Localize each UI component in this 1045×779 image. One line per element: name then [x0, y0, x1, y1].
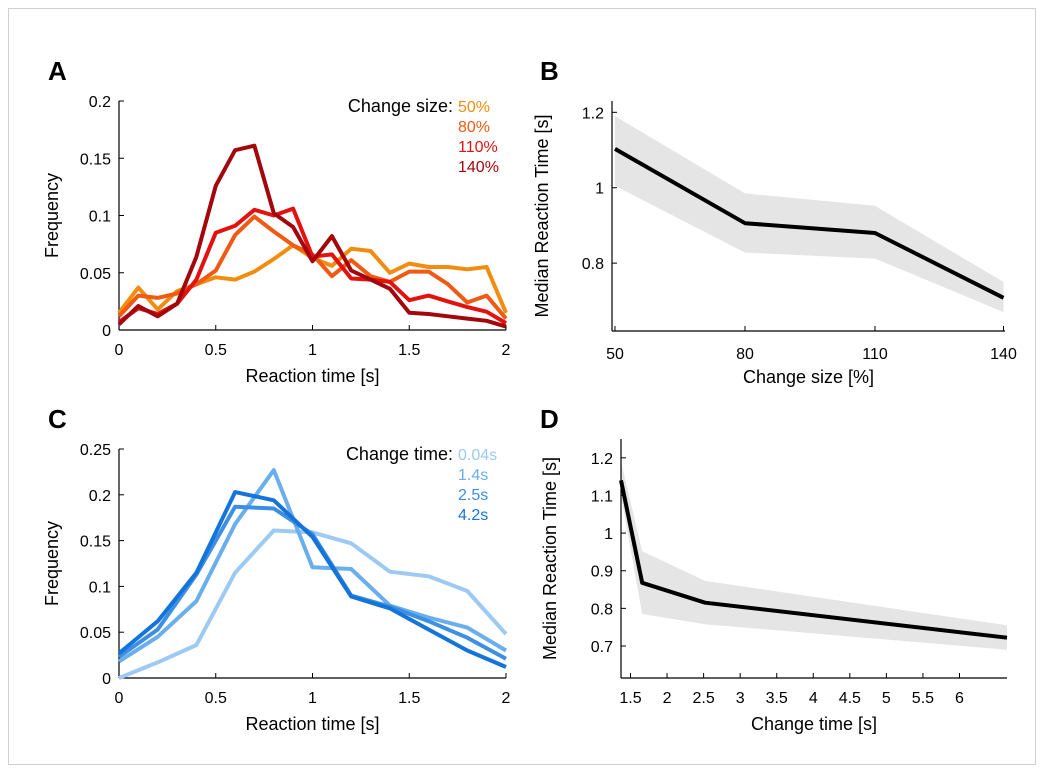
- legend-title: Change size:: [348, 96, 453, 116]
- x-axis-label: Reaction time [s]: [245, 714, 379, 734]
- y-tick-label: 0: [102, 323, 111, 340]
- legend-entry: 50%: [458, 99, 490, 116]
- x-tick-label: 0.5: [205, 690, 227, 707]
- legend-entry: 80%: [458, 119, 490, 136]
- x-tick-label: 5: [882, 690, 891, 707]
- y-tick-label: 1: [595, 181, 604, 198]
- x-tick-label: 0: [115, 690, 124, 707]
- panel-d: D 0.7 0.8 0.9 1 1.1 1.2 1.5 2 2.5 3 3.5 4 4.5 5 5.5 6 Cha…: [540, 404, 1008, 734]
- y-tick-label: 1.2: [582, 105, 604, 122]
- x-tick-label: 140: [990, 346, 1017, 363]
- y-tick-label: 0.1: [89, 579, 111, 596]
- y-tick-label: 0.9: [591, 564, 613, 581]
- panel-letter-d: D: [540, 404, 559, 434]
- series-line-110: [117, 206, 508, 325]
- panel-c: C 0 0.05 0.1 0.15 0.2 0.25 0 0.5 1 1.5 2 Reaction ti…: [42, 404, 511, 734]
- y-axis-label: Frequency: [42, 173, 62, 258]
- x-tick-label: 2: [502, 690, 511, 707]
- x-tick-label: 80: [736, 346, 754, 363]
- x-axis-label: Change size [%]: [743, 367, 874, 387]
- legend-entry: 4.2s: [458, 507, 488, 524]
- x-tick-label: 2.5: [692, 690, 714, 707]
- x-tick-label: 3.5: [766, 690, 788, 707]
- x-tick-label: 0: [115, 342, 124, 359]
- x-axis-label: Reaction time [s]: [245, 366, 379, 386]
- series-line-1.4s: [117, 468, 508, 664]
- y-tick-label: 0.25: [80, 442, 111, 459]
- y-axis-label: Median Reaction Time [s]: [532, 114, 552, 317]
- series-line: [614, 147, 1005, 300]
- y-tick-label: 0.8: [582, 256, 604, 273]
- panel-letter-c: C: [48, 404, 67, 434]
- legend-entry: 110%: [458, 139, 498, 156]
- x-tick-label: 6: [955, 690, 964, 707]
- y-tick-label: 1.2: [591, 451, 613, 468]
- x-tick-label: 110: [862, 346, 888, 363]
- x-axis-label: Change time [s]: [751, 714, 877, 734]
- y-tick-label: 0.8: [591, 601, 613, 618]
- y-tick-label: 0.05: [80, 625, 111, 642]
- panel-letter-b: B: [540, 56, 559, 86]
- x-tick-label: 1.5: [619, 690, 641, 707]
- panel-a: A 0 0.05 0.1 0.15 0.2 0 0.5 1 1.5 2 Reaction time […: [42, 56, 511, 386]
- x-tick-label: 1: [308, 690, 317, 707]
- y-tick-label: 1.1: [591, 488, 613, 505]
- figure-frame: [8, 8, 1036, 765]
- x-tick-label: 2: [663, 690, 672, 707]
- y-tick-label: 0.2: [89, 488, 111, 505]
- x-tick-label: 4.5: [839, 690, 861, 707]
- legend-entry: 0.04s: [458, 447, 497, 464]
- y-tick-label: 0: [102, 671, 111, 688]
- y-tick-label: 0.2: [89, 94, 111, 111]
- x-tick-label: 3: [736, 690, 745, 707]
- x-tick-label: 1.5: [398, 690, 420, 707]
- series-line: [619, 479, 1008, 640]
- legend-entry: 1.4s: [458, 467, 488, 484]
- x-tick-label: 4: [809, 690, 818, 707]
- series-line-4.2s: [117, 490, 507, 669]
- legend-title: Change time:: [346, 444, 453, 464]
- y-axis-label: Frequency: [42, 521, 62, 606]
- legend-entry: 140%: [458, 159, 499, 176]
- confidence-band: [615, 116, 1004, 313]
- legend-entry: 2.5s: [458, 487, 488, 504]
- x-tick-label: 0.5: [205, 342, 227, 359]
- y-tick-label: 0.1: [89, 209, 111, 226]
- y-tick-label: 0.15: [80, 534, 111, 551]
- x-tick-label: 5.5: [912, 690, 934, 707]
- series-line-140: [117, 143, 507, 329]
- y-axis-label: Median Reaction Time [s]: [540, 457, 560, 660]
- panel-letter-a: A: [48, 56, 67, 86]
- y-tick-label: 0.05: [80, 266, 111, 283]
- y-tick-label: 0.15: [80, 151, 111, 168]
- panel-b: B 0.8 1 1.2 50 80 110 140 Change size [%] Median …: [532, 56, 1017, 387]
- x-tick-label: 2: [502, 342, 511, 359]
- y-tick-label: 0.7: [591, 639, 613, 656]
- x-tick-label: 1: [308, 342, 317, 359]
- x-tick-label: 1.5: [398, 342, 420, 359]
- x-tick-label: 50: [606, 346, 624, 363]
- y-tick-label: 1: [604, 526, 613, 543]
